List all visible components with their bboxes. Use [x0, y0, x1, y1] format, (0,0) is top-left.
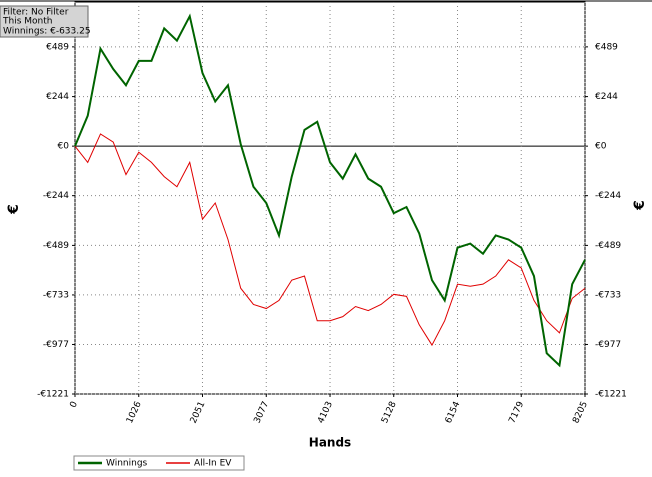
filter-line: Filter: No Filter [3, 8, 69, 18]
y-tick-label-right: -€1221 [595, 390, 627, 400]
legend [73, 455, 245, 471]
legend-label: All-In EV [194, 459, 232, 469]
x-tick-label: 7179 [507, 400, 526, 425]
series-line [74, 133, 586, 347]
series-line [74, 13, 586, 368]
y-tick-label: -€244 [43, 191, 69, 201]
y-tick-label: -€489 [43, 241, 69, 251]
legend-label: Winnings [106, 459, 148, 469]
x-tick-label: 4103 [316, 400, 335, 425]
x-tick-label: 5128 [380, 400, 399, 425]
x-tick-label: 3077 [252, 400, 271, 425]
y-tick-label-right: -€977 [595, 340, 621, 350]
y-tick-label: €244 [46, 92, 69, 102]
x-tick-label: 0 [68, 400, 80, 410]
x-tick-label: 2051 [189, 400, 208, 425]
y-axis-label-right: € [632, 200, 648, 211]
y-tick-label: -€733 [43, 290, 69, 300]
y-tick-label-right: €489 [595, 42, 618, 52]
filter-line: Winnings: €-633.25 [3, 27, 91, 37]
y-axis-label: € [6, 204, 22, 215]
y-tick-label-right: €244 [595, 92, 618, 102]
filter-box [0, 5, 89, 38]
y-tick-label-right: -€489 [595, 241, 621, 251]
x-tick-label: 1026 [125, 400, 144, 425]
legend-items: Winnings All-In EV [78, 459, 232, 469]
y-tick-label: €489 [46, 42, 69, 52]
x-axis-label: Hands [309, 436, 351, 450]
filter-line: This Month [2, 17, 52, 27]
y-tick-label: -€1221 [37, 390, 69, 400]
x-tick-label: 8205 [571, 400, 590, 425]
y-tick-label-right: -€244 [595, 191, 621, 201]
x-tick-label: 6154 [444, 400, 463, 425]
y-tick-label: €0 [58, 142, 70, 152]
plot [72, 2, 588, 397]
y-tick-label: -€977 [43, 340, 69, 350]
y-tick-label-right: -€733 [595, 290, 621, 300]
y-tick-label-right: €0 [595, 142, 607, 152]
